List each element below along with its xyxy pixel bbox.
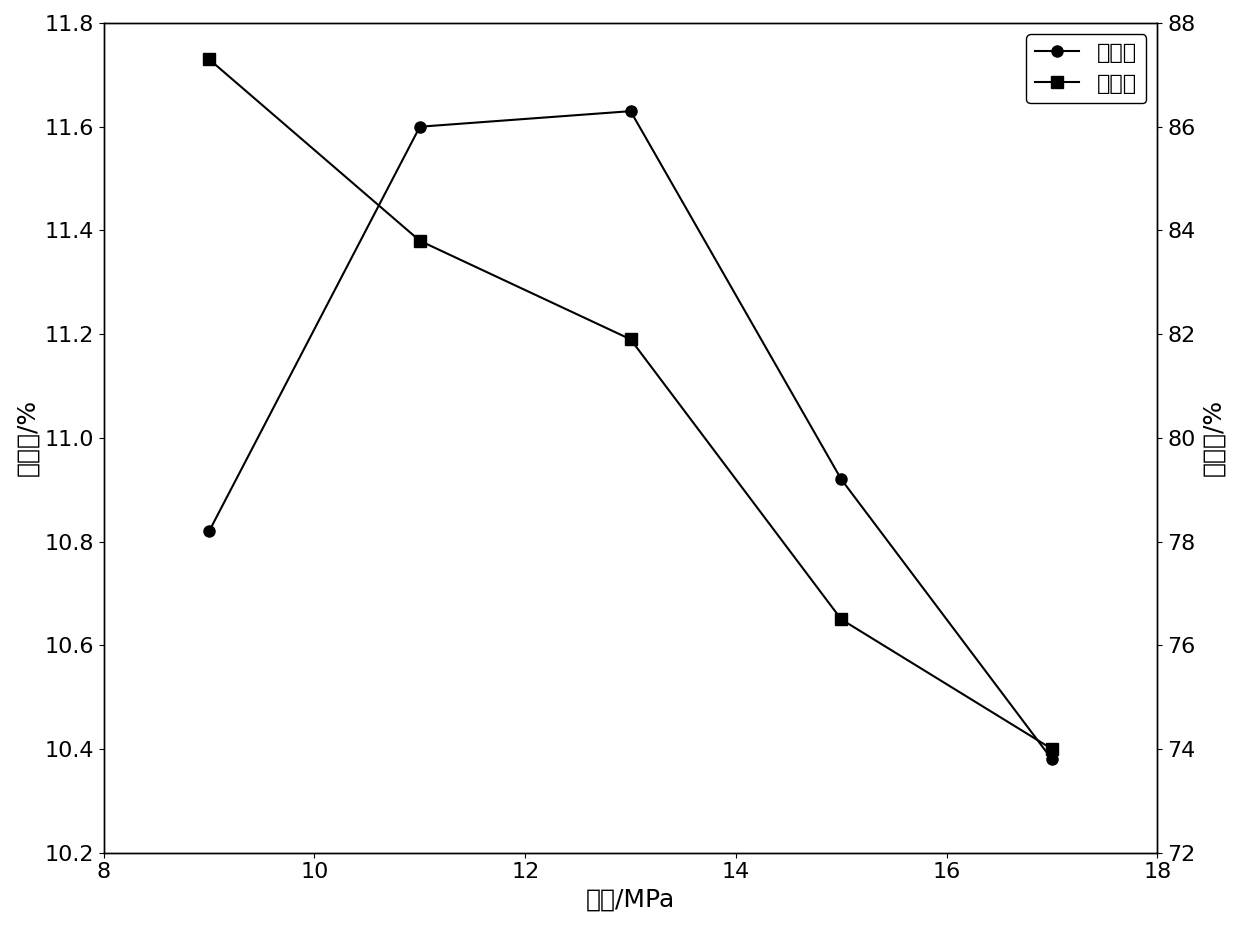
Line: 回收率: 回收率	[203, 54, 1058, 755]
回收率	[833, 614, 848, 625]
回收率	[624, 334, 639, 345]
Line: 载药量: 载药量	[203, 106, 1058, 765]
载药量	[202, 526, 217, 537]
载药量	[624, 106, 639, 117]
载药量	[833, 474, 848, 485]
Y-axis label: 回收率/%: 回收率/%	[1202, 400, 1225, 476]
X-axis label: 压强/MPa: 压强/MPa	[587, 888, 676, 912]
载药量	[413, 121, 428, 133]
Legend: 载药量, 回收率: 载药量, 回收率	[1027, 34, 1146, 103]
回收率	[1044, 743, 1059, 755]
回收率	[202, 54, 217, 65]
载药量	[1044, 754, 1059, 765]
回收率	[413, 235, 428, 247]
Y-axis label: 载药量/%: 载药量/%	[15, 400, 38, 476]
